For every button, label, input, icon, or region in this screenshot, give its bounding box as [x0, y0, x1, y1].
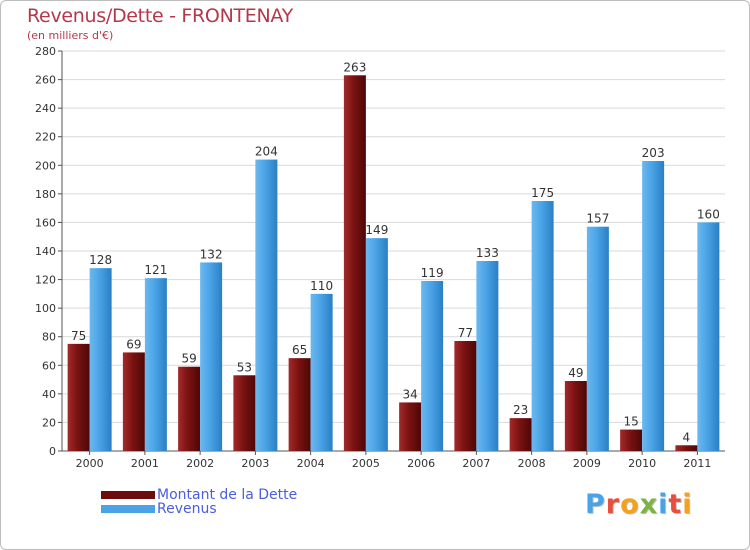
x-tick-label: 2001 — [131, 457, 159, 470]
legend-item-debt: Montant de la Dette — [101, 487, 297, 503]
bar-debt — [343, 75, 366, 452]
data-label-debt: 49 — [568, 366, 583, 380]
x-tick-label: 2002 — [186, 457, 214, 470]
proxiti-logo: Proxiti — [585, 489, 693, 520]
bar-revenus — [476, 261, 499, 451]
chart-title: Revenus/Dette - FRONTENAY — [27, 5, 293, 27]
bar-revenus — [255, 159, 278, 452]
logo-letter: i — [682, 489, 693, 520]
bar-revenus — [310, 293, 333, 451]
bar-debt — [399, 402, 422, 451]
y-tick-label: 80 — [42, 331, 56, 344]
bar-debt — [233, 375, 256, 451]
legend-label-debt: Montant de la Dette — [157, 487, 298, 503]
legend-label-revenus: Revenus — [157, 501, 217, 517]
data-label-revenus: 119 — [421, 266, 444, 280]
data-label-debt: 23 — [513, 403, 528, 417]
logo-letter: x — [639, 489, 659, 520]
x-tick-label: 2006 — [407, 457, 435, 470]
bar-revenus — [421, 281, 444, 451]
data-label-debt: 69 — [126, 337, 141, 351]
bar-debt — [178, 366, 201, 451]
y-tick-label: 200 — [35, 159, 56, 172]
data-label-debt: 65 — [292, 343, 307, 357]
x-tick-label: 2005 — [352, 457, 380, 470]
bar-revenus — [531, 201, 554, 451]
data-label-debt: 15 — [623, 415, 638, 429]
bar-revenus — [365, 238, 388, 451]
bar-revenus — [642, 161, 665, 451]
y-tick-label: 140 — [35, 245, 56, 258]
data-label-debt: 75 — [71, 329, 86, 343]
data-label-revenus: 160 — [697, 207, 720, 221]
legend-swatch-debt — [101, 491, 155, 499]
logo-letter: P — [585, 489, 606, 520]
data-label-revenus: 110 — [310, 279, 333, 293]
x-tick-label: 2011 — [683, 457, 711, 470]
legend-swatch-revenus — [101, 505, 155, 513]
data-label-debt: 53 — [237, 360, 252, 374]
y-axis: 0 20 40 60 80 100 120 140 160 180 200 220 240 260 280 — [35, 45, 725, 458]
x-axis: 2000 2001 2002 2003 2004 2005 2006 2007 2008 2009… — [76, 451, 711, 470]
y-tick-label: 120 — [35, 274, 56, 287]
y-tick-label: 40 — [42, 388, 56, 401]
x-tick-label: 2003 — [241, 457, 269, 470]
data-label-revenus: 128 — [89, 253, 112, 267]
bar-debt — [67, 343, 90, 451]
data-label-debt: 59 — [181, 352, 196, 366]
logo-letter: i — [658, 489, 669, 520]
x-tick-label: 2007 — [462, 457, 490, 470]
data-label-revenus: 204 — [255, 145, 278, 159]
data-label-revenus: 175 — [531, 186, 554, 200]
y-tick-label: 100 — [35, 302, 56, 315]
bar-debt — [509, 418, 532, 451]
bar-debt — [620, 429, 643, 451]
data-label-debt: 4 — [683, 430, 691, 444]
bar-debt — [122, 352, 145, 451]
data-label-debt: 77 — [458, 326, 473, 340]
bar-debt — [564, 381, 587, 451]
data-labels: 75 128 69 121 59 132 53 204 65 110 263 149 34 119 77 13… — [71, 60, 720, 444]
y-tick-label: 240 — [35, 102, 56, 115]
data-label-revenus: 121 — [144, 263, 167, 277]
bar-revenus — [200, 262, 223, 451]
data-label-revenus: 133 — [476, 246, 499, 260]
y-tick-label: 20 — [42, 416, 56, 429]
data-label-revenus: 203 — [642, 146, 665, 160]
y-tick-label: 220 — [35, 131, 56, 144]
legend-item-revenus: Revenus — [101, 501, 217, 517]
y-tick-label: 60 — [42, 359, 56, 372]
y-tick-label: 280 — [35, 45, 56, 58]
data-label-revenus: 149 — [365, 223, 388, 237]
grid-lines — [62, 50, 725, 451]
bar-revenus — [89, 268, 112, 451]
data-label-revenus: 157 — [586, 212, 609, 226]
data-label-debt: 263 — [343, 60, 366, 74]
y-tick-label: 260 — [35, 74, 56, 87]
bar-debt — [288, 358, 311, 451]
bar-debt — [454, 341, 477, 451]
bar-revenus — [586, 226, 609, 451]
data-label-revenus: 132 — [200, 247, 223, 261]
x-tick-label: 2004 — [297, 457, 325, 470]
x-tick-label: 2010 — [628, 457, 656, 470]
logo-letter: o — [620, 489, 640, 520]
y-tick-label: 160 — [35, 216, 56, 229]
x-tick-label: 2008 — [518, 457, 546, 470]
y-tick-label: 180 — [35, 188, 56, 201]
y-tick-label: 0 — [49, 445, 56, 458]
bars — [67, 75, 720, 452]
bar-revenus — [697, 222, 720, 451]
x-tick-label: 2000 — [76, 457, 104, 470]
bar-revenus — [144, 278, 167, 451]
chart-subtitle: (en milliers d'€) — [27, 29, 114, 42]
bar-debt — [675, 445, 698, 451]
data-label-debt: 34 — [402, 387, 417, 401]
logo-letter: r — [605, 489, 621, 520]
logo-letter: t — [668, 489, 683, 520]
x-tick-label: 2009 — [573, 457, 601, 470]
